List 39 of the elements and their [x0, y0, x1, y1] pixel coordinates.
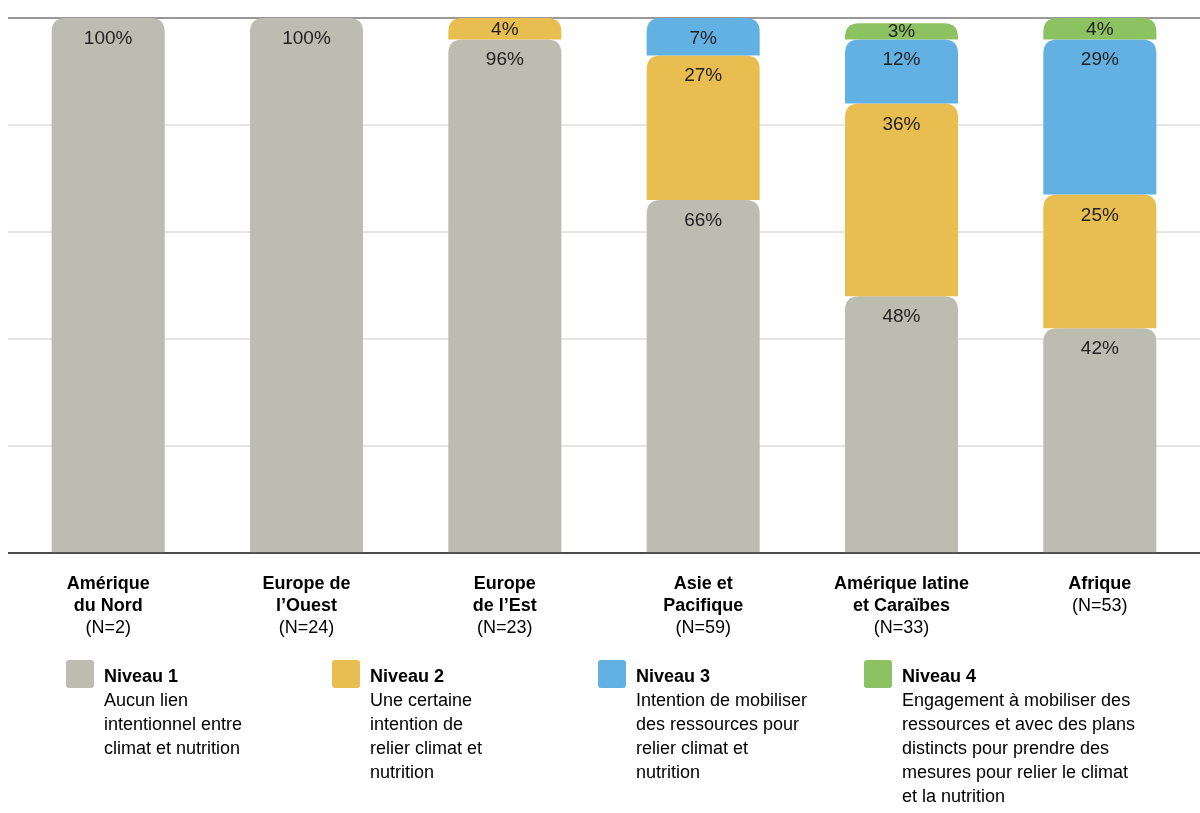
x-tick-label: Asie et Pacifique (N=59): [663, 573, 744, 637]
data-label: 3%: [887, 20, 916, 42]
data-label: 66%: [684, 208, 723, 230]
data-label: 7%: [689, 27, 717, 48]
x-tick-label: Amérique latine et Caraïbes (N=33): [833, 573, 970, 637]
data-label: 42%: [1080, 337, 1119, 359]
bar: [1043, 194, 1157, 329]
legend-label: Niveau 1 Aucun lien intentionnel entre climat et nutrition: [104, 666, 243, 758]
legend-label: Niveau 3 Intention de mobiliser des ressources pour relier climat et nutrition: [636, 666, 808, 782]
bar: [448, 18, 562, 40]
bar: [646, 199, 760, 553]
bar: [844, 103, 959, 297]
data-label: 29%: [1080, 48, 1119, 70]
bar: [1043, 18, 1157, 40]
x-tick-label: Afrique (N=53): [1068, 573, 1132, 615]
data-label: 48%: [882, 305, 921, 327]
data-label: 12%: [882, 48, 921, 70]
bar: [646, 18, 760, 56]
data-label: 4%: [491, 17, 519, 39]
data-label: 96%: [485, 48, 524, 70]
data-label: 100%: [282, 27, 331, 48]
data-label: 100%: [83, 27, 133, 48]
legend-label: Niveau 2 Une certaine intention de relier climat et nutrition: [370, 666, 483, 782]
bar: [249, 18, 364, 553]
data-label: 4%: [1086, 17, 1114, 39]
bar: [1043, 328, 1157, 553]
bar: [448, 39, 562, 553]
legend-label: Niveau 4 Engagement à mobiliser des ressources et avec des plans distincts pour prendre des mesures pour relier le climat et la nutrition: [902, 666, 1136, 806]
x-tick-label: Europe de l’Ouest (N=24): [262, 573, 351, 637]
bar: [1043, 39, 1157, 195]
bar: [844, 39, 959, 104]
data-label: 27%: [684, 64, 723, 86]
x-tick-label: Amérique du Nord (N=2): [66, 573, 150, 637]
data-label: 36%: [882, 112, 921, 134]
x-tick-label: Europe de l’Est (N=23): [472, 573, 537, 637]
bar: [646, 55, 760, 200]
bar: [844, 296, 959, 553]
data-label: 25%: [1080, 203, 1119, 225]
bar: [51, 18, 165, 553]
